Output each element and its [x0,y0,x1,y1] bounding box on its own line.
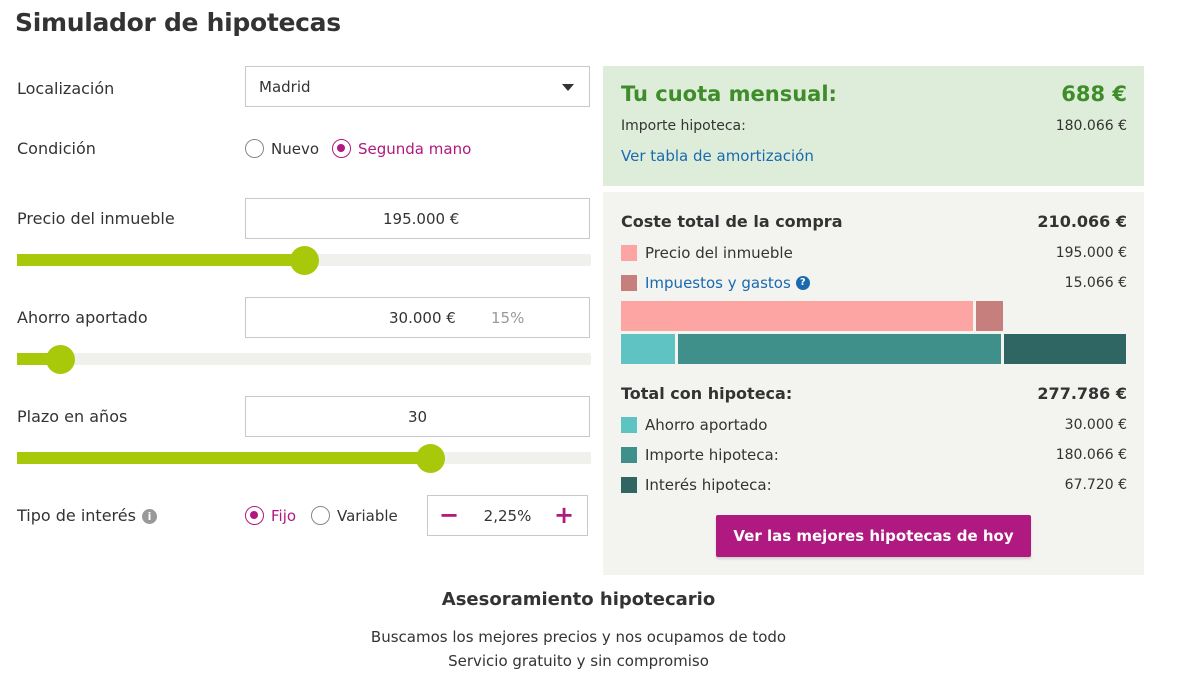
amortization-table-link[interactable]: Ver tabla de amortización [621,147,814,165]
legend-swatch [621,275,637,291]
mortgage-bar-segment [677,334,1002,364]
radio-circle [245,506,264,525]
purchase-bar-segment [621,301,973,331]
price-label: Precio del inmueble [17,209,175,228]
radio-circle [311,506,330,525]
term-value: 30 [407,408,428,426]
slider-fill [17,254,304,266]
condition-label: Condición [17,139,96,158]
legend-label: Importe hipoteca: [645,446,779,464]
radio-label: Segunda mano [358,139,472,158]
precio-value: 195.000 € [1055,245,1127,261]
interest-label-text: Tipo de interés [17,506,136,525]
location-label: Localización [17,79,115,98]
question-icon[interactable]: ? [795,276,810,290]
legend-swatch [621,477,637,493]
location-select[interactable]: Madrid [245,66,590,107]
plus-icon[interactable]: + [553,501,575,529]
radio-label: Nuevo [271,139,320,158]
legend-label: Ahorro aportado [645,416,768,434]
interest-fijo-radio[interactable]: Fijo [245,506,296,525]
legend-label: Precio del inmueble [645,244,793,262]
interest-variable-radio[interactable]: Variable [311,506,398,525]
price-slider[interactable] [17,246,591,275]
legend-importe: Importe hipoteca: [621,446,779,464]
term-slider[interactable] [17,444,591,473]
price-input[interactable]: 195.000 € [245,198,590,239]
page-title: Simulador de hipotecas [15,8,341,37]
purchase-bar-segment [975,301,1003,331]
legend-precio: Precio del inmueble [621,244,793,262]
condition-nuevo-radio[interactable]: Nuevo [245,139,319,158]
legend-impuestos: Impuestos y gastos? [621,274,810,292]
savings-label: Ahorro aportado [17,308,148,327]
total-with-mortgage-label: Total con hipoteca: [621,384,793,403]
legend-label: Interés hipoteca: [645,476,772,494]
cost-breakdown-panel [603,192,1144,575]
total-with-mortgage-value: 277.786 € [1037,384,1127,403]
advice-title: Asesoramiento hipotecario [441,589,716,610]
slider-fill [17,452,430,464]
condition-segunda-mano-radio[interactable]: Segunda mano [332,139,471,158]
slider-handle[interactable] [416,444,445,473]
mortgage-bar-segment [1004,334,1126,364]
mortgage-amount-value: 180.066 € [1055,118,1127,134]
best-mortgages-button[interactable]: Ver las mejores hipotecas de hoy [716,515,1031,557]
location-value: Madrid [259,78,311,96]
radio-circle [332,139,351,158]
ahorro-value: 30.000 € [1064,417,1127,433]
savings-percent: 15% [491,309,525,327]
chevron-down-icon [562,84,574,91]
legend-swatch [621,245,637,261]
mortgage-bar-segment [621,334,675,364]
legend-interes: Interés hipoteca: [621,476,772,494]
slider-handle[interactable] [290,246,319,275]
impuestos-value: 15.066 € [1064,275,1127,291]
minus-icon[interactable]: − [438,501,460,529]
interest-rate-value[interactable]: 2,25% [483,507,532,525]
taxes-link[interactable]: Impuestos y gastos [645,274,791,292]
slider-handle[interactable] [46,345,75,374]
monthly-payment-panel [603,66,1144,186]
radio-label: Variable [337,506,398,525]
advice-line-2: Servicio gratuito y sin compromiso [448,652,709,670]
info-icon[interactable]: i [141,509,157,524]
interest-rate-stepper[interactable]: − 2,25% + [427,495,588,536]
savings-value: 30.000 € [389,309,456,327]
legend-ahorro: Ahorro aportado [621,416,767,434]
legend-swatch [621,417,637,433]
interes-value: 67.720 € [1064,477,1127,493]
monthly-payment-value: 688 € [1061,82,1127,106]
term-input[interactable]: 30 [245,396,590,437]
radio-circle [245,139,264,158]
radio-label: Fijo [271,506,297,525]
advice-line-1: Buscamos los mejores precios y nos ocupa… [370,628,787,646]
price-value: 195.000 € [383,210,460,228]
savings-slider[interactable] [17,345,591,374]
total-cost-value: 210.066 € [1037,212,1127,231]
total-cost-label: Coste total de la compra [621,212,843,231]
importe-value: 180.066 € [1055,447,1127,463]
legend-swatch [621,447,637,463]
savings-input[interactable]: 30.000 € 15% [245,297,590,338]
monthly-payment-label: Tu cuota mensual: [621,82,837,106]
term-label: Plazo en años [17,407,128,426]
interest-label: Tipo de interés i [17,506,157,525]
mortgage-amount-label: Importe hipoteca: [621,118,746,134]
